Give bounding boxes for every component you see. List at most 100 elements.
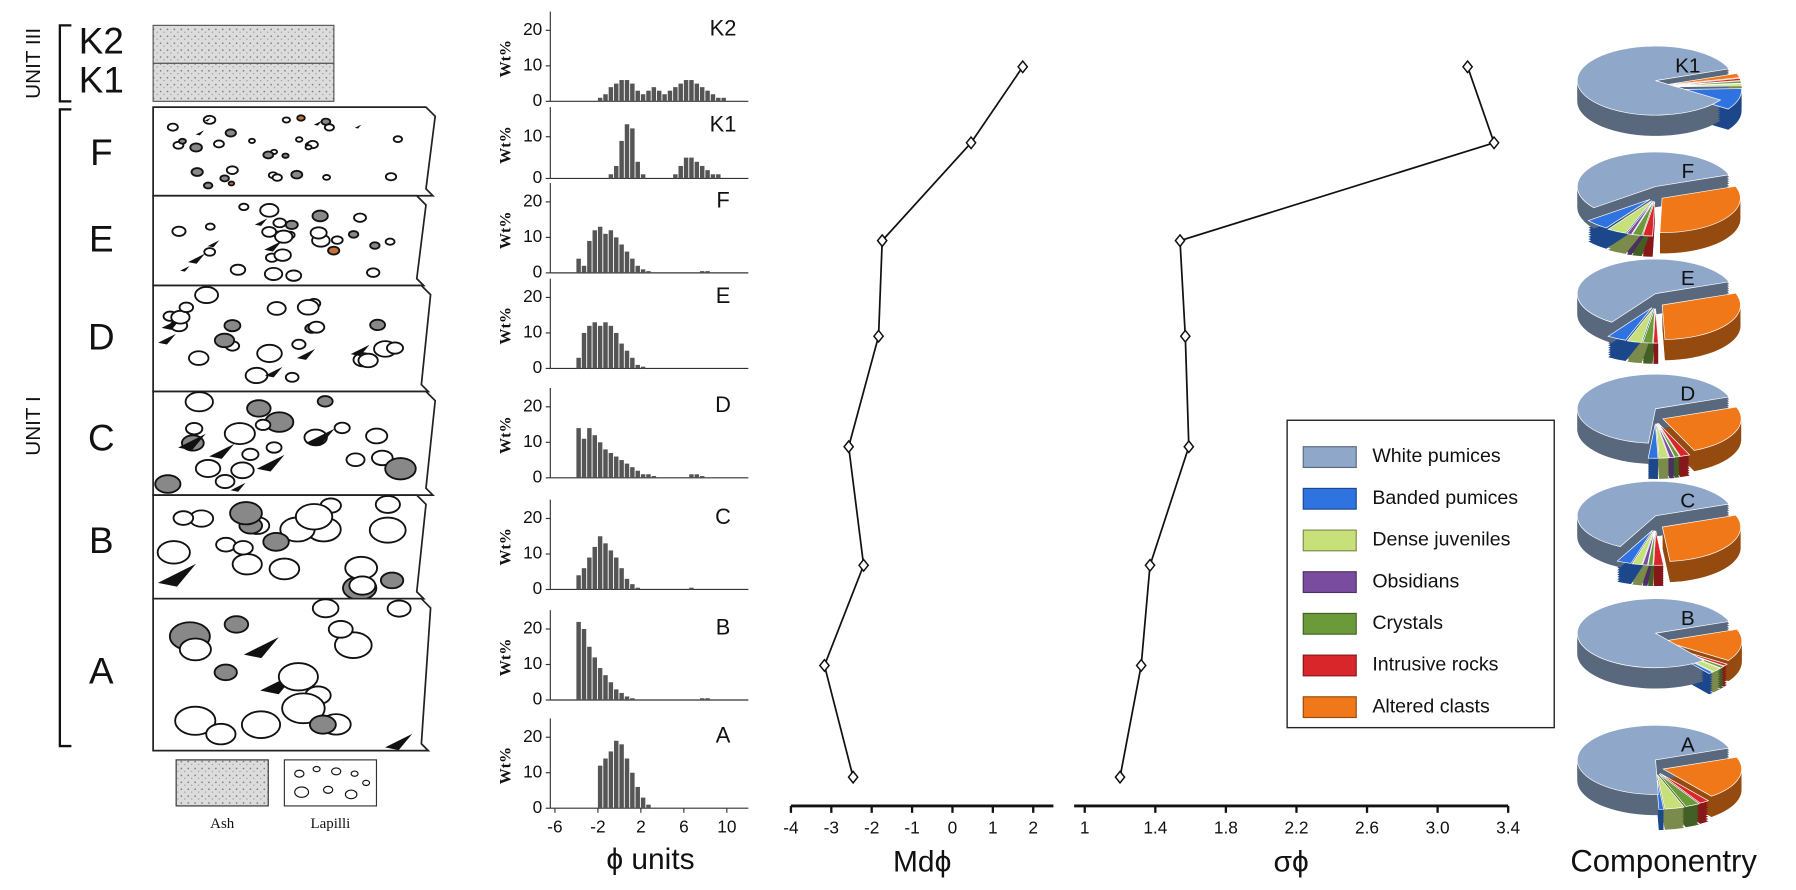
clast [203,181,214,190]
pie-slice [1626,200,1654,235]
clast [327,619,354,639]
bar [603,543,608,590]
bar [603,322,608,369]
bar [640,269,646,273]
pie-slice [1659,773,1710,804]
bar [667,90,673,102]
legend-swatch [1302,571,1357,594]
clast [327,245,341,256]
x-tick-label: 2.2 [1284,818,1308,838]
bar [694,83,700,102]
pie-slice [1655,774,1665,810]
panel-label: B [716,614,731,639]
pie-slice [1576,598,1730,669]
bar [694,161,700,179]
clast [296,114,306,122]
legend-swatch [1302,654,1357,677]
clast [171,225,187,237]
pie-slice [1642,201,1656,237]
point [1114,770,1126,785]
line-chart: 1 1.4 1.8 2.2 2.6 3.0 3.4 σϕ [1074,59,1521,878]
bar [651,87,657,102]
clast [223,615,250,634]
clast [225,165,239,175]
x-tick-label: -1 [904,818,919,838]
clast [312,765,321,773]
panel-label: F [716,187,729,212]
legend-label: Crystals [1372,612,1443,634]
unit-bracket [58,24,72,103]
y-tick-label: 10 [523,322,542,342]
bar [603,758,608,809]
clast [304,144,313,151]
profile-line [823,66,1024,778]
point [1144,558,1156,573]
point [858,558,870,573]
y-tick-label: 0 [533,578,543,598]
pie-slice [1642,308,1656,344]
clast [277,662,319,692]
point [1174,233,1186,248]
clast [194,286,220,304]
clast [205,722,237,746]
bar [630,698,635,701]
bar [597,765,603,809]
bar [630,258,635,273]
histogram-panel: 0 10 20 Wt% F [497,183,749,281]
clast [188,350,210,366]
pie-slice [1576,480,1730,548]
point [1183,439,1195,454]
x-tick-label: -4 [783,818,799,838]
bar [614,237,619,273]
ash-bed [152,62,335,102]
panel-label: E [716,283,731,308]
bar [608,751,614,809]
clast [203,247,217,257]
clast [379,571,405,590]
bar [587,428,592,478]
pie-slice [1576,151,1730,209]
bed-label: A [89,650,114,691]
y-tick-label: 10 [523,54,542,74]
clast [281,152,290,159]
bar [699,476,705,478]
y-tick-label: 10 [523,431,542,451]
y-tick-label: 0 [533,689,543,709]
clast [330,235,344,245]
clast [156,540,191,565]
clast [323,123,335,132]
bar [699,271,705,273]
point [843,439,855,454]
bar [619,568,624,590]
clast [344,789,358,800]
legend-swatch [1302,529,1357,552]
clast [248,137,256,144]
bar [576,357,581,369]
clast [266,301,287,316]
histogram-panel: 0 10 20 Wt% C [497,499,749,598]
pie-slice [1663,628,1743,661]
clast [333,421,351,435]
pie-slice [1656,423,1675,459]
bar [587,557,592,590]
pie-slice [1656,774,1685,810]
pie-slice [1576,258,1730,323]
clast [256,343,283,363]
bar [608,174,614,179]
x-tick-label: 0 [948,818,958,838]
bar [673,174,678,179]
clast-angular [305,428,335,447]
clast [296,299,320,316]
point [1179,329,1191,344]
y-tick-label: 20 [523,395,542,415]
pie-slice [1655,423,1670,459]
bar [587,325,592,369]
x-tick-label: 1 [988,818,998,838]
bar [624,251,630,273]
point [876,233,888,248]
bar [651,476,657,478]
y-tick-label: 10 [523,125,542,145]
pie-label: A [1681,734,1695,757]
y-tick-label: 0 [533,357,543,377]
